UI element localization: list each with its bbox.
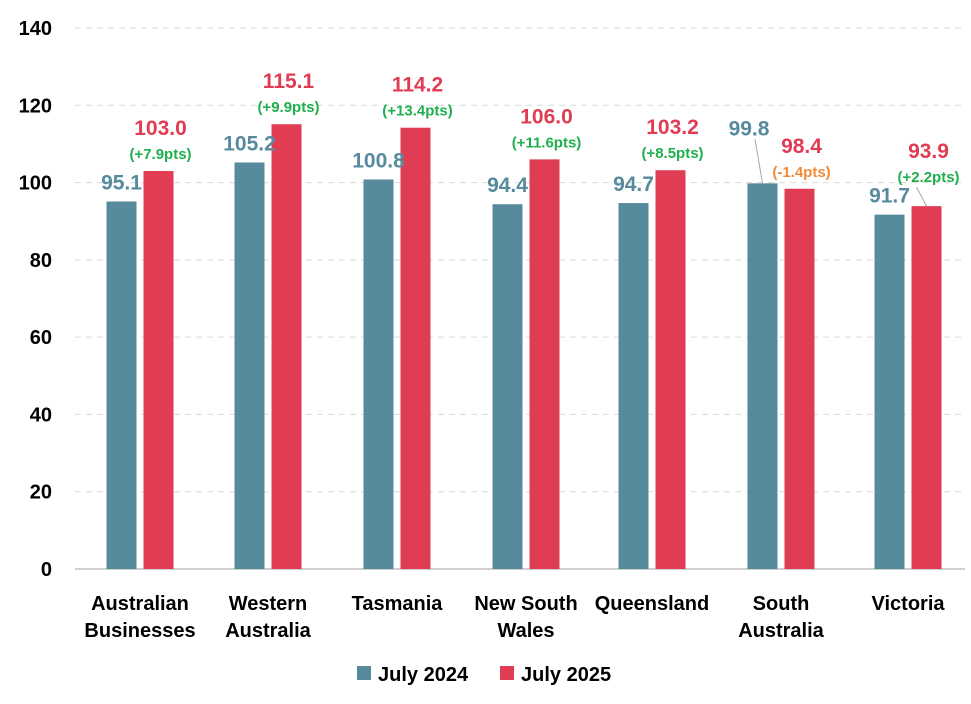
data-label-july-2025: 93.9 — [908, 140, 949, 163]
data-label-july-2024: 95.1 — [101, 172, 142, 195]
y-tick-label: 100 — [19, 173, 52, 195]
change-label: (+8.5pts) — [641, 145, 703, 162]
y-tick-label: 80 — [30, 250, 52, 272]
data-label-july-2025: 106.0 — [520, 105, 573, 128]
x-category-label: Victoria — [872, 593, 946, 615]
change-label: (+9.9pts) — [257, 99, 319, 116]
bar-july-2025 — [911, 206, 942, 570]
data-label-july-2025: 114.2 — [392, 74, 443, 97]
bar-july-2024 — [234, 162, 265, 569]
x-category-label: Tasmania — [352, 593, 444, 615]
change-label: (+13.4pts) — [382, 103, 452, 120]
bar-july-2025 — [400, 127, 431, 569]
x-category-label-line: Queensland — [595, 593, 709, 615]
bar-july-2025 — [529, 159, 560, 569]
y-tick-label: 120 — [19, 95, 52, 117]
change-label: (-1.4pts) — [772, 164, 830, 181]
x-category-label-line: Tasmania — [352, 593, 444, 615]
change-label: (+11.6pts) — [512, 134, 582, 151]
data-label-july-2025: 98.4 — [781, 135, 822, 158]
x-category-label-line: Australian — [91, 593, 189, 615]
x-category-label: Queensland — [595, 593, 709, 615]
data-label-july-2024: 94.4 — [487, 174, 528, 197]
y-tick-label: 0 — [41, 559, 52, 581]
legend-swatch — [357, 666, 371, 680]
x-category-label-line: Victoria — [872, 593, 946, 615]
bar-july-2024 — [618, 203, 649, 570]
y-tick-label: 140 — [19, 18, 52, 40]
x-category-label: Australian Businesses — [84, 593, 195, 642]
bar-july-2024 — [106, 201, 137, 570]
data-labels: 95.1 (+7.9pts) 103.0 105.2 (+9.9pts) 115.1 100… — [101, 70, 959, 207]
bar-july-2025 — [271, 124, 302, 570]
bar-july-2024 — [492, 204, 523, 569]
bar-july-2025 — [784, 188, 815, 570]
bar-july-2024 — [363, 179, 394, 570]
change-label: (+2.2pts) — [897, 169, 959, 186]
data-label-july-2025: 103.2 — [646, 116, 699, 139]
leader-line — [754, 139, 763, 184]
bars — [106, 124, 942, 570]
y-tick-label: 60 — [30, 327, 52, 349]
y-tick-label: 20 — [30, 482, 52, 504]
data-label-july-2024: 99.8 — [729, 117, 770, 140]
legend-label: July 2024 — [378, 664, 469, 686]
data-label-july-2025: 103.0 — [134, 117, 187, 140]
legend: July 2024 July 2025 — [357, 664, 611, 686]
leader-line — [916, 186, 927, 207]
data-label-july-2024: 100.8 — [352, 149, 405, 172]
x-category-label-line: New South — [474, 593, 577, 615]
axes: 0 20 40 60 80 100 120 140 Australian Businesses We… — [19, 18, 965, 642]
data-label-july-2024: 105.2 — [223, 132, 276, 155]
x-category-label: South Australia — [738, 593, 824, 642]
x-category-label-line: Australia — [738, 620, 824, 642]
legend-swatch — [500, 666, 514, 680]
bar-july-2024 — [874, 214, 905, 569]
x-category-label: New South Wales — [474, 593, 577, 642]
legend-label: July 2025 — [521, 664, 611, 686]
x-category-label-line: Australia — [225, 620, 311, 642]
x-category-label: Western Australia — [225, 593, 311, 642]
change-label: (+7.9pts) — [129, 146, 191, 163]
x-category-label-line: Western — [229, 593, 308, 615]
y-tick-label: 40 — [30, 404, 52, 426]
bar-july-2025 — [655, 170, 686, 569]
data-label-july-2024: 94.7 — [613, 173, 654, 196]
data-label-july-2024: 91.7 — [869, 185, 910, 208]
x-category-label-line: Businesses — [84, 620, 195, 642]
x-category-label-line: Wales — [497, 620, 554, 642]
x-category-label-line: South — [753, 593, 810, 615]
bar-july-2025 — [143, 170, 174, 569]
bar-july-2024 — [747, 183, 778, 569]
data-label-july-2025: 115.1 — [263, 70, 315, 93]
